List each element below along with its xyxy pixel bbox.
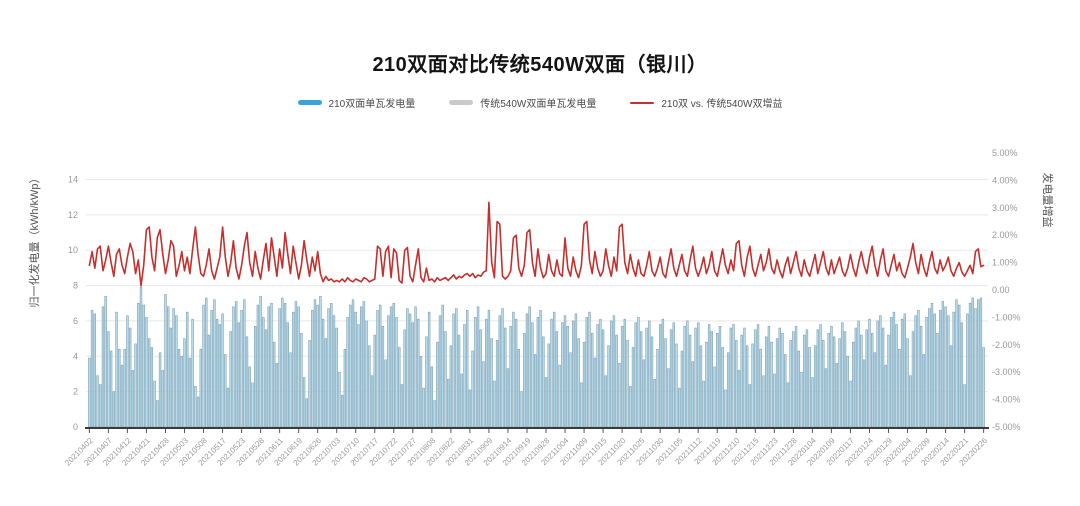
svg-text:3.00%: 3.00%	[992, 203, 1018, 213]
svg-text:1.00%: 1.00%	[992, 258, 1018, 268]
legend-item-gain-line[interactable]: 210双 vs. 传统540W双增益	[630, 95, 782, 110]
gain-line	[88, 201, 985, 287]
legend-item-210-bifacial[interactable]: 210双面单瓦发电量	[297, 95, 416, 110]
bar-series-210	[88, 287, 985, 428]
svg-text:4.00%: 4.00%	[992, 175, 1018, 185]
legend-item-540w-bifacial[interactable]: 传统540W双面单瓦发电量	[449, 95, 596, 110]
svg-text:8: 8	[73, 281, 78, 291]
left-axis-title: 归一化发电量（kWh/kWp）	[27, 172, 41, 307]
svg-text:-2.00%: -2.00%	[992, 340, 1021, 350]
svg-text:6: 6	[73, 316, 78, 326]
left-axis-labels: 0 2 4 6 8 10 12 14	[68, 175, 78, 432]
svg-text:-3.00%: -3.00%	[992, 367, 1021, 377]
svg-text:0.00: 0.00	[992, 285, 1010, 295]
svg-text:2: 2	[73, 387, 78, 397]
chart-title: 210双面对比传统540W双面（银川）	[372, 54, 708, 76]
svg-text:-4.00%: -4.00%	[992, 395, 1021, 405]
legend-swatch-line-red	[630, 101, 655, 104]
svg-text:-5.00%: -5.00%	[992, 422, 1021, 432]
chart-legend: 210双面单瓦发电量 传统540W双面单瓦发电量 210双 vs. 传统540W…	[0, 95, 1080, 110]
svg-text:10: 10	[68, 245, 78, 255]
svg-text:-1.00%: -1.00%	[992, 312, 1021, 322]
right-axis-labels: 5.00% 4.00% 3.00% 2.00% 1.00% 0.00 -1.00% -2.00…	[992, 148, 1021, 432]
x-axis: 2021040220210407202104122021042120210428…	[63, 427, 989, 468]
legend-label: 210双 vs. 传统540W双增益	[661, 99, 783, 110]
svg-text:14: 14	[68, 175, 78, 185]
svg-text:12: 12	[68, 210, 78, 220]
svg-text:0: 0	[73, 422, 78, 432]
svg-text:5.00%: 5.00%	[992, 148, 1018, 158]
legend-label: 210双面单瓦发电量	[328, 99, 416, 110]
legend-swatch-bar-blue	[297, 100, 322, 105]
svg-text:2.00%: 2.00%	[992, 230, 1018, 240]
legend-label: 传统540W双面单瓦发电量	[480, 99, 597, 110]
right-axis-title: 发电量增益	[1041, 173, 1055, 228]
legend-swatch-bar-gray	[449, 100, 474, 105]
svg-text:4: 4	[73, 351, 78, 361]
